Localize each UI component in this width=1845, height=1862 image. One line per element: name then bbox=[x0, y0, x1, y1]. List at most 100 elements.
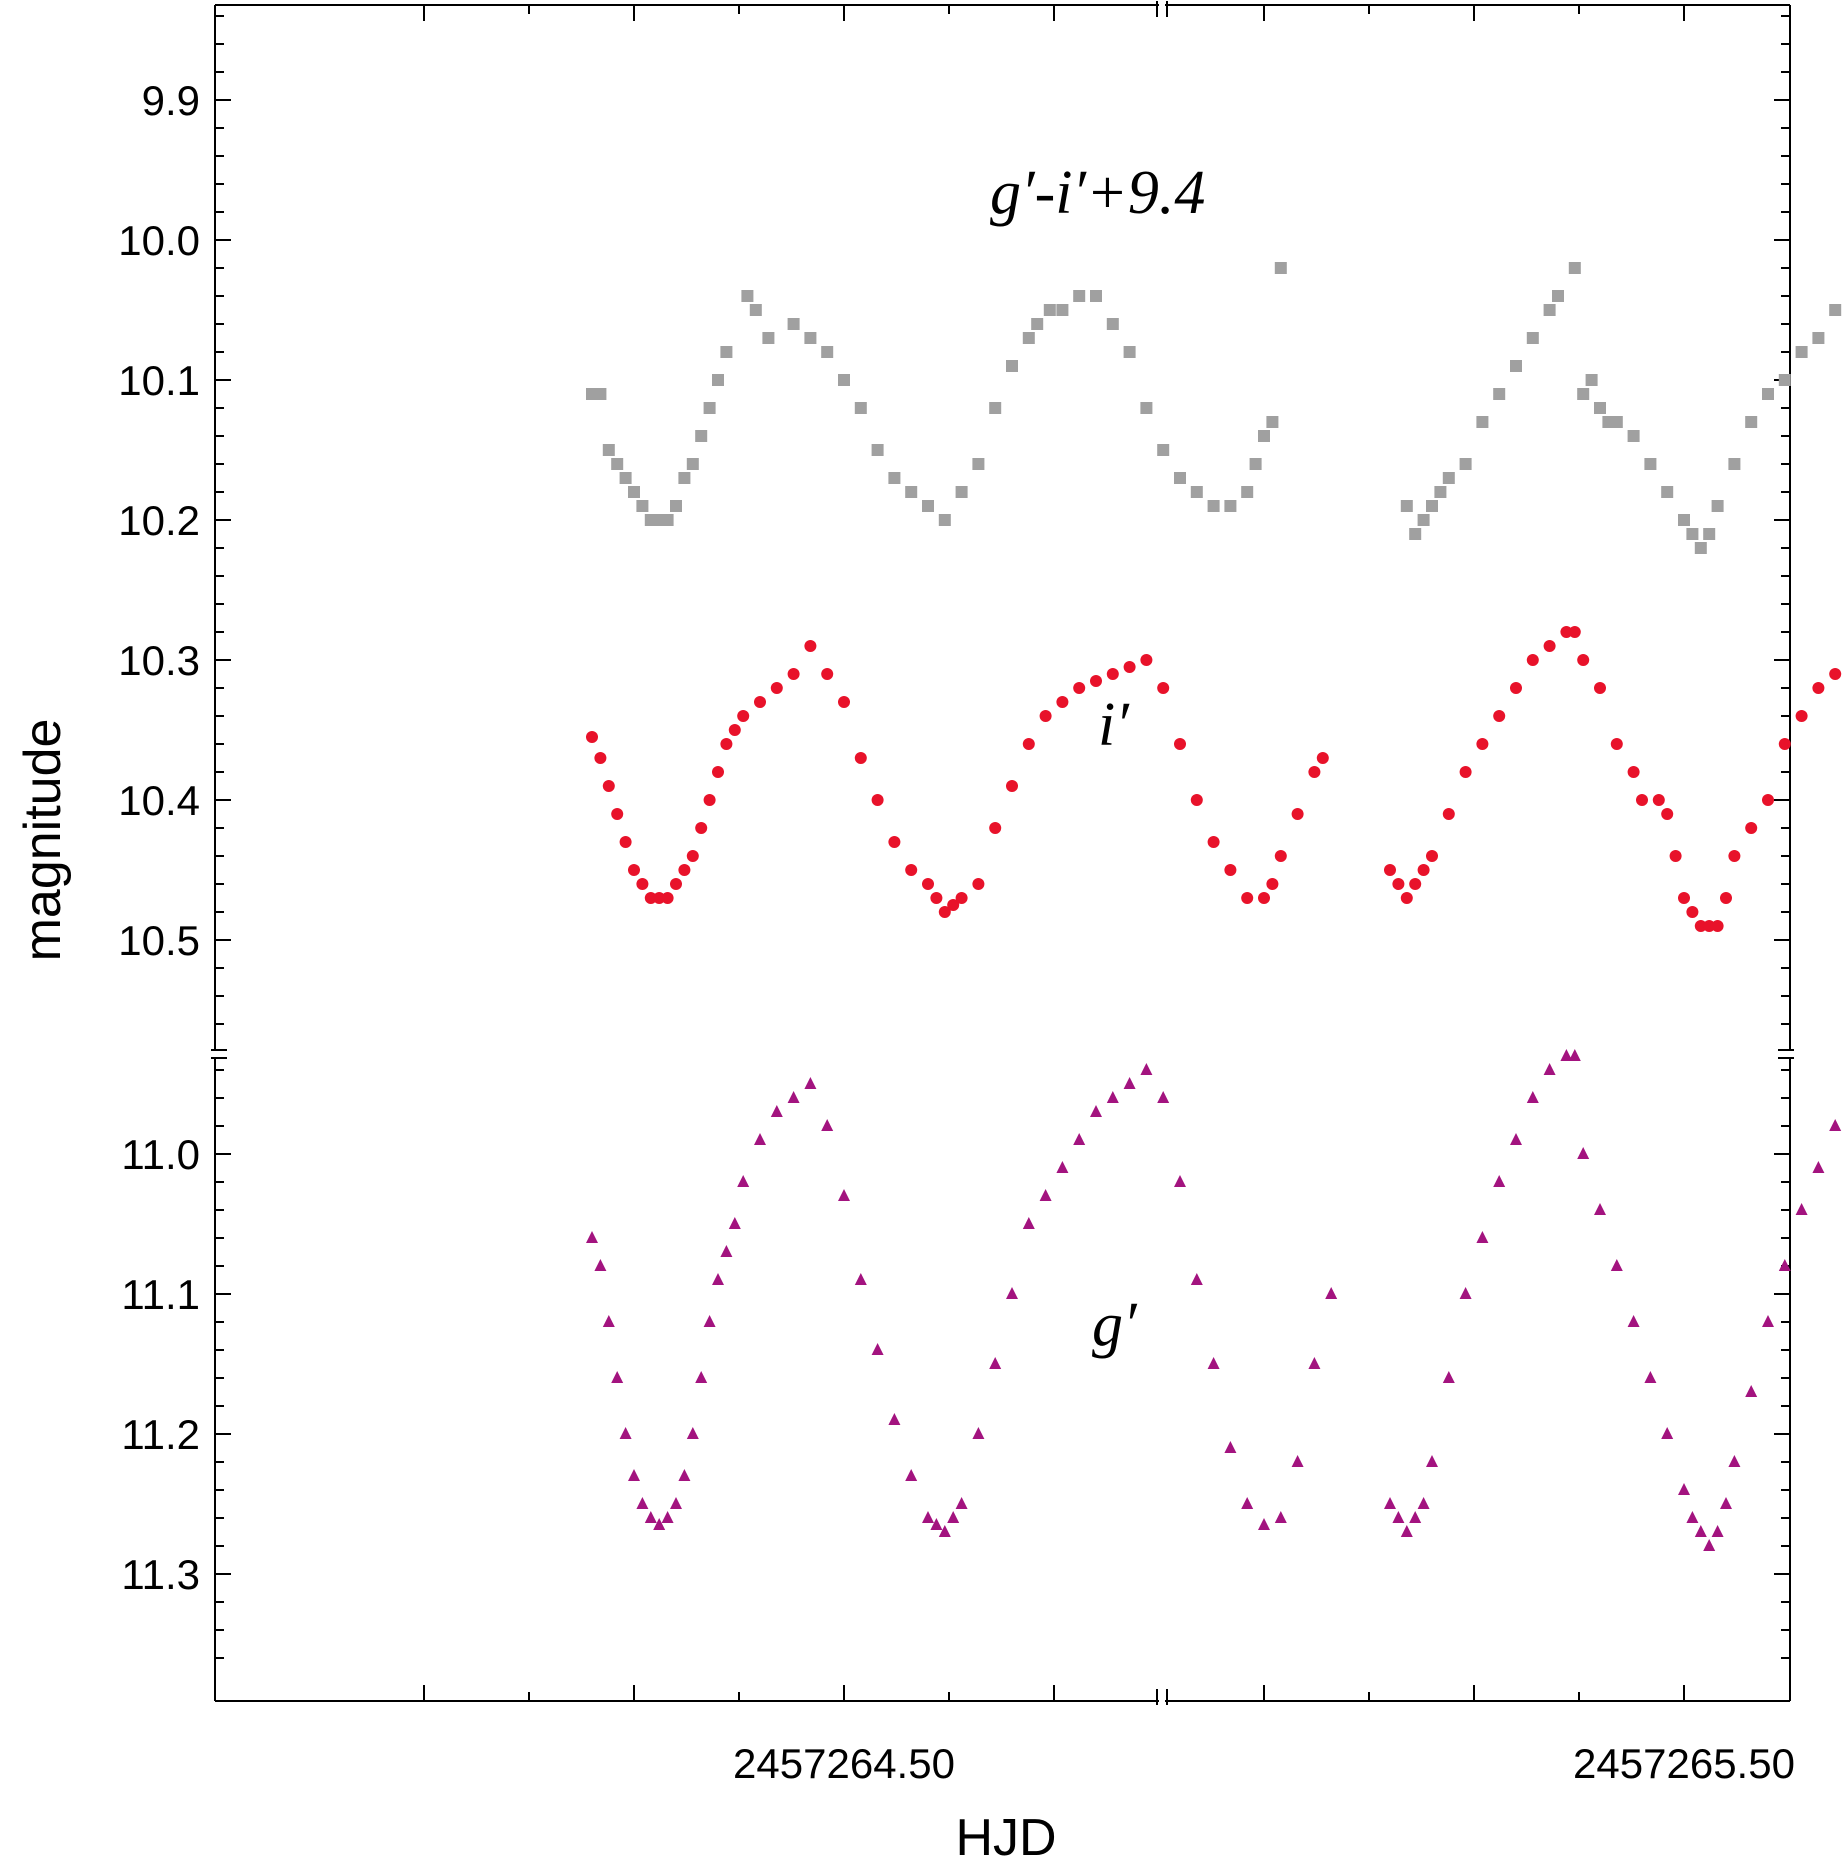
data-point-circle bbox=[720, 738, 733, 750]
data-point-square bbox=[1568, 262, 1581, 274]
data-point-circle bbox=[1610, 738, 1623, 750]
data-point-triangle bbox=[938, 1525, 951, 1537]
data-point-triangle bbox=[1073, 1133, 1086, 1145]
data-point-triangle bbox=[1392, 1511, 1405, 1523]
data-point-square bbox=[1073, 290, 1086, 302]
data-point-square bbox=[1224, 500, 1237, 512]
data-point-circle bbox=[955, 892, 968, 904]
data-point-triangle bbox=[1610, 1259, 1623, 1271]
data-point-triangle bbox=[1140, 1063, 1153, 1075]
data-point-triangle bbox=[737, 1175, 750, 1187]
data-point-square bbox=[838, 374, 850, 386]
data-point-circle bbox=[1409, 878, 1422, 890]
x-tick-label: 2457264.50 bbox=[733, 1740, 955, 1787]
data-point-circle bbox=[1476, 738, 1489, 750]
data-point-square bbox=[611, 458, 624, 470]
data-point-circle bbox=[1308, 766, 1321, 778]
data-point-circle bbox=[1417, 864, 1430, 876]
data-point-square bbox=[804, 332, 817, 344]
data-point-triangle bbox=[1795, 1203, 1808, 1215]
data-point-triangle bbox=[947, 1511, 960, 1523]
data-points bbox=[586, 262, 1842, 1551]
data-point-circle bbox=[1829, 668, 1842, 680]
data-point-circle bbox=[678, 864, 691, 876]
data-point-circle bbox=[1686, 906, 1699, 918]
data-point-square bbox=[938, 514, 951, 526]
data-point-triangle bbox=[1644, 1371, 1657, 1383]
data-point-triangle bbox=[644, 1511, 657, 1523]
data-point-triangle bbox=[695, 1371, 708, 1383]
data-point-circle bbox=[628, 864, 640, 876]
data-point-square bbox=[749, 304, 762, 316]
data-point-triangle bbox=[1174, 1175, 1186, 1187]
data-point-triangle bbox=[1022, 1217, 1035, 1229]
series-0-points bbox=[586, 262, 1842, 554]
y-tick-label: 11.3 bbox=[121, 1551, 200, 1598]
data-point-circle bbox=[586, 731, 598, 743]
data-point-triangle bbox=[770, 1105, 783, 1117]
data-point-triangle bbox=[1728, 1455, 1741, 1467]
data-point-circle bbox=[754, 696, 766, 708]
data-point-square bbox=[1577, 388, 1590, 400]
y-tick-label: 10.4 bbox=[118, 777, 200, 824]
y-tick-label: 10.0 bbox=[118, 217, 200, 264]
y-axis-title: magnitude bbox=[14, 719, 72, 962]
data-point-square bbox=[1661, 486, 1674, 498]
data-point-triangle bbox=[619, 1427, 632, 1439]
y-tick-label: 10.5 bbox=[118, 917, 200, 964]
data-point-triangle bbox=[1241, 1497, 1254, 1509]
y-tick-label: 11.1 bbox=[121, 1271, 200, 1318]
data-point-circle bbox=[703, 794, 716, 806]
data-point-triangle bbox=[1426, 1455, 1438, 1467]
data-point-triangle bbox=[1409, 1511, 1422, 1523]
data-point-triangle bbox=[1384, 1497, 1396, 1509]
data-point-circle bbox=[728, 724, 741, 736]
data-point-circle bbox=[1594, 682, 1606, 694]
data-point-circle bbox=[1241, 892, 1254, 904]
data-point-square bbox=[670, 500, 682, 512]
data-point-square bbox=[741, 290, 754, 302]
data-point-triangle bbox=[1812, 1161, 1825, 1173]
data-point-triangle bbox=[1039, 1189, 1052, 1201]
data-point-triangle bbox=[1258, 1518, 1270, 1530]
data-point-square bbox=[972, 458, 985, 470]
data-point-triangle bbox=[728, 1217, 741, 1229]
data-point-triangle bbox=[1400, 1525, 1413, 1537]
data-point-circle bbox=[1174, 738, 1186, 750]
data-point-square bbox=[854, 402, 867, 414]
data-point-triangle bbox=[1778, 1259, 1791, 1271]
data-point-square bbox=[762, 332, 775, 344]
data-point-circle bbox=[1224, 864, 1237, 876]
data-point-circle bbox=[770, 682, 783, 694]
data-point-square bbox=[1140, 402, 1153, 414]
data-point-circle bbox=[1526, 654, 1539, 666]
axis-ticks: 9.9 10.0 10.1 10.2 10.3 10.4 10.5 11.0 11.1 11.2 1… bbox=[118, 5, 1795, 1787]
data-point-circle bbox=[1123, 661, 1136, 673]
data-point-triangle bbox=[972, 1427, 985, 1439]
data-point-square bbox=[905, 486, 918, 498]
data-point-square bbox=[602, 444, 615, 456]
data-point-triangle bbox=[636, 1497, 649, 1509]
data-point-triangle bbox=[1417, 1497, 1430, 1509]
data-point-triangle bbox=[838, 1189, 850, 1201]
data-point-circle bbox=[1745, 822, 1758, 834]
data-point-circle bbox=[1316, 752, 1329, 764]
data-point-triangle bbox=[804, 1077, 817, 1089]
data-point-circle bbox=[1795, 710, 1808, 722]
data-point-triangle bbox=[1594, 1203, 1606, 1215]
data-point-circle bbox=[905, 864, 918, 876]
data-point-square bbox=[1417, 514, 1430, 526]
data-point-square bbox=[695, 430, 708, 442]
data-point-triangle bbox=[720, 1245, 733, 1257]
data-point-square bbox=[661, 514, 674, 526]
data-point-circle bbox=[1762, 794, 1774, 806]
data-point-triangle bbox=[703, 1315, 716, 1327]
data-point-triangle bbox=[1056, 1161, 1069, 1173]
plot-frame bbox=[211, 1, 1794, 1705]
data-point-triangle bbox=[1577, 1147, 1590, 1159]
data-point-triangle bbox=[1711, 1525, 1724, 1537]
data-point-square bbox=[1678, 514, 1690, 526]
data-point-circle bbox=[1661, 808, 1674, 820]
series-1-points bbox=[586, 626, 1842, 932]
data-point-circle bbox=[1190, 794, 1203, 806]
